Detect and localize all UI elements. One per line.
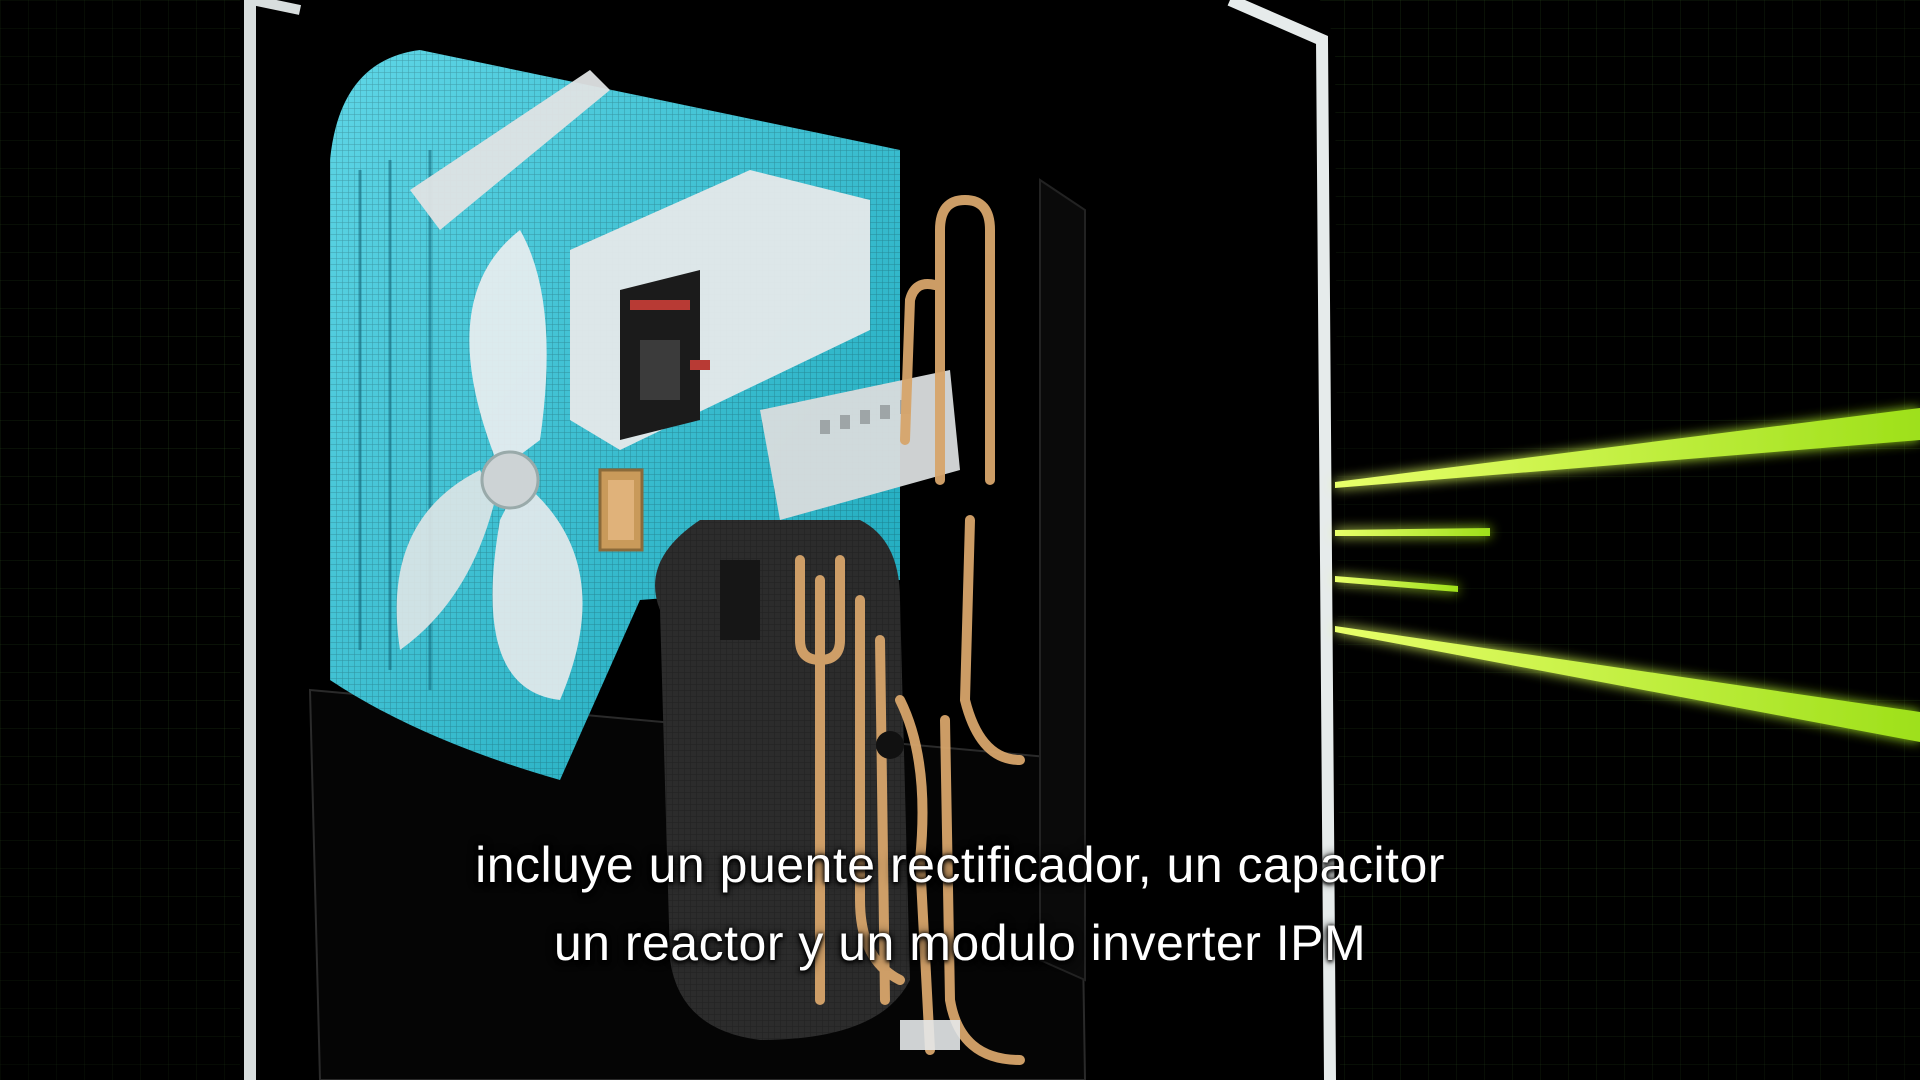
subtitle-line-1: incluye un puente rectificador, un capac… [475, 837, 1445, 893]
copper-pipes [795, 194, 1025, 1065]
service-valves [876, 731, 960, 1050]
video-subtitles: incluye un puente rectificador, un capac… [0, 826, 1920, 982]
subtitle-line-2: un reactor y un modulo inverter IPM [553, 915, 1367, 971]
reactor [598, 468, 644, 552]
compressor [655, 520, 910, 1040]
top-bracket [410, 70, 610, 230]
electrical-box [570, 170, 960, 520]
light-beams [1335, 408, 1920, 742]
fan-blade [396, 230, 583, 700]
